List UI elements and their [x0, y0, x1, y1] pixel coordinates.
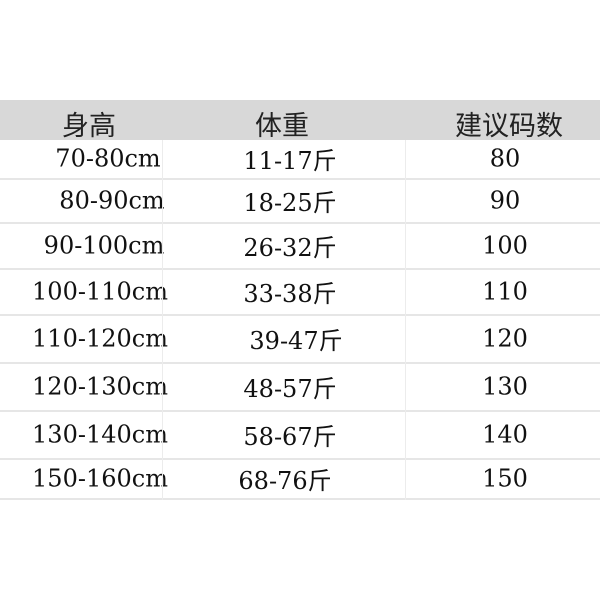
cell-weight: 26-32斤	[243, 233, 337, 262]
cell-height: 90-100cm	[43, 231, 165, 260]
cell-size: 110	[482, 277, 528, 306]
cell-size: 90	[489, 186, 521, 215]
cell-height: 130-140cm	[32, 420, 168, 449]
cell-weight: 58-67斤	[243, 422, 337, 451]
cell-height: 70-80cm	[55, 144, 161, 173]
cell-size: 130	[482, 372, 528, 401]
cell-weight: 11-17斤	[243, 146, 337, 175]
cell-size: 80	[489, 144, 521, 173]
cell-height: 100-110cm	[32, 277, 168, 306]
cell-height: 120-130cm	[32, 372, 168, 401]
column-divider	[405, 140, 406, 500]
table-row: 130-140cm 58-67斤 140	[0, 412, 600, 460]
cell-size: 120	[482, 324, 528, 353]
header-weight: 体重	[255, 111, 309, 142]
table-row: 80-90cm 18-25斤 90	[0, 180, 600, 224]
table-row: 70-80cm 11-17斤 80	[0, 140, 600, 180]
cell-size: 140	[482, 420, 528, 449]
cell-height: 150-160cm	[32, 464, 168, 493]
table-row: 150-160cm 68-76斤 150	[0, 460, 600, 500]
cell-size: 150	[482, 464, 528, 493]
table-row: 110-120cm 39-47斤 120	[0, 316, 600, 364]
table-row: 120-130cm 48-57斤 130	[0, 364, 600, 412]
cell-weight: 68-76斤	[238, 466, 332, 495]
cell-height: 80-90cm	[59, 186, 165, 215]
cell-weight: 48-57斤	[243, 374, 337, 403]
cell-weight: 33-38斤	[243, 279, 337, 308]
table-header: 身高 体重 建议码数	[0, 100, 600, 142]
size-chart-table: 身高 体重 建议码数 70-80cm 11-17斤 80 80-90cm 18-25斤 9…	[0, 100, 600, 500]
cell-weight: 18-25斤	[243, 188, 337, 217]
cell-size: 100	[482, 231, 528, 260]
column-divider	[162, 140, 163, 500]
table-row: 90-100cm 26-32斤 100	[0, 224, 600, 270]
header-height: 身高	[62, 111, 116, 142]
cell-weight: 39-47斤	[249, 326, 343, 355]
header-size: 建议码数	[455, 111, 563, 142]
cell-height: 110-120cm	[32, 324, 168, 353]
table-row: 100-110cm 33-38斤 110	[0, 270, 600, 316]
